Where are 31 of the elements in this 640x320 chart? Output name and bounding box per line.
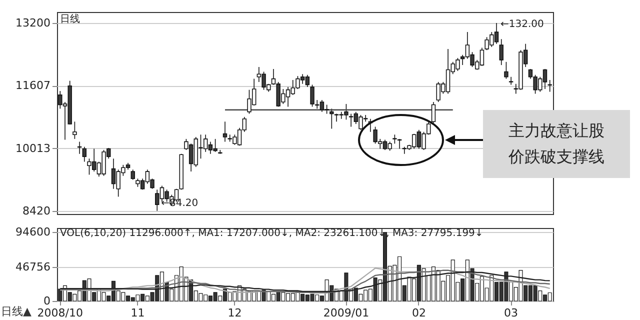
candlestick (130, 169, 135, 180)
candlestick (77, 141, 82, 154)
y-tick-label: 94600 (16, 225, 50, 238)
candlestick (310, 84, 314, 108)
y-tick-label: 0 (44, 294, 50, 308)
annotation: ←132.00 (500, 19, 544, 30)
chart-title: VOL(6,10,20) 11296.000↑, MA1: 17207.000↓, MA2: 23261.100↓, MA3: 27795.199↓ (60, 228, 484, 239)
chart-title: 日线 (60, 13, 80, 25)
y-tick-label: 10013 (16, 142, 50, 155)
candlestick (72, 121, 77, 140)
y-tick-label: 8420 (22, 204, 50, 218)
candlestick (397, 138, 402, 150)
y-tick-label: 13200 (16, 16, 50, 30)
annotation: 主力故意让股价跌破支撑线 (483, 110, 630, 178)
x-tick-label: 2009/01 (323, 306, 370, 320)
candlestick (499, 38, 504, 66)
candlestick (222, 121, 228, 142)
x-tick-label: 11 (130, 306, 145, 320)
x-tick-label: 12 (228, 306, 242, 320)
candlestick (82, 146, 86, 162)
annotation: ←84.20 (161, 198, 198, 209)
y-tick-label: 46756 (16, 260, 50, 274)
x-tick-label: 2008/10 (37, 306, 84, 320)
candlestick (431, 102, 436, 124)
candlestick (508, 76, 514, 86)
candlestick (392, 134, 397, 144)
x-tick-label: 02 (412, 306, 426, 320)
text: 日线▲ (1, 304, 32, 319)
y-tick-label: 11607 (16, 79, 50, 92)
candlestick (504, 62, 508, 80)
x-tick-label: 03 (504, 306, 518, 320)
